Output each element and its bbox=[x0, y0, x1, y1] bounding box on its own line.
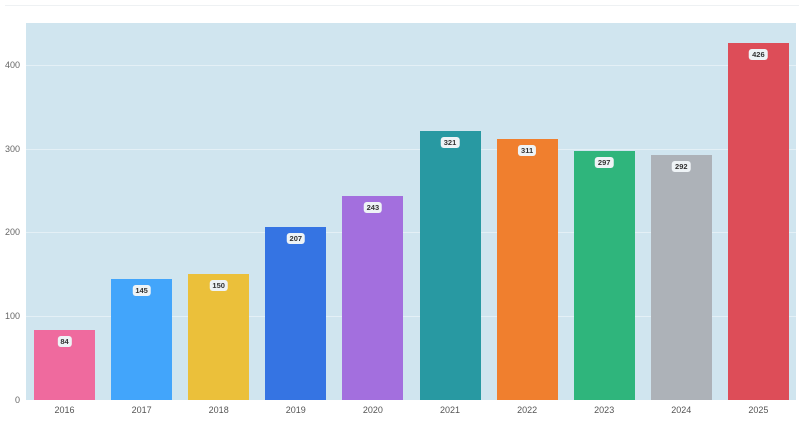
y-tick-label: 0 bbox=[14, 395, 20, 405]
gridline bbox=[26, 64, 796, 66]
bar-2017[interactable]: 145 bbox=[111, 278, 173, 400]
bar-2021[interactable]: 321 bbox=[419, 131, 481, 400]
bar-2020[interactable]: 243 bbox=[342, 196, 404, 400]
gridline bbox=[26, 316, 796, 318]
y-tick-label: 400 bbox=[4, 59, 20, 70]
bar-2019[interactable]: 207 bbox=[265, 226, 327, 400]
data-label: 84 bbox=[57, 335, 72, 347]
data-label: 426 bbox=[749, 49, 768, 61]
plot-area: 84 145 150 207 243 321 311 297 292 426 bbox=[26, 23, 796, 400]
bar-2024[interactable]: 292 bbox=[650, 155, 712, 400]
x-tick-label: 2019 bbox=[285, 405, 306, 415]
x-tick-label: 2017 bbox=[131, 405, 152, 415]
data-label: 150 bbox=[209, 280, 228, 292]
bar-2022[interactable]: 311 bbox=[496, 139, 558, 400]
x-tick-label: 2020 bbox=[362, 405, 383, 415]
y-tick-label: 300 bbox=[4, 143, 20, 154]
data-label: 207 bbox=[286, 232, 306, 244]
x-tick-label: 2016 bbox=[54, 405, 75, 415]
data-label: 297 bbox=[594, 157, 614, 169]
data-label: 311 bbox=[518, 145, 537, 157]
y-tick-label: 100 bbox=[4, 311, 20, 322]
data-label: 292 bbox=[672, 161, 691, 173]
bar-2025[interactable]: 426 bbox=[727, 43, 789, 400]
x-tick-label: 2022 bbox=[517, 405, 538, 415]
gridline bbox=[26, 232, 796, 234]
bar-2023[interactable]: 297 bbox=[573, 151, 635, 400]
gridline bbox=[26, 148, 796, 150]
data-label: 243 bbox=[363, 202, 383, 214]
x-tick-label: 2025 bbox=[748, 405, 769, 415]
x-tick-label: 2021 bbox=[439, 405, 461, 415]
bar-2018[interactable]: 150 bbox=[188, 274, 250, 400]
x-tick-label: 2024 bbox=[671, 405, 692, 415]
data-label: 321 bbox=[440, 137, 460, 149]
x-tick-label: 2023 bbox=[594, 405, 615, 415]
bar-2016[interactable]: 84 bbox=[34, 329, 95, 400]
data-label: 145 bbox=[132, 284, 151, 296]
y-tick-label: 200 bbox=[4, 227, 20, 238]
x-tick-label: 2018 bbox=[208, 405, 229, 415]
top-divider bbox=[5, 5, 799, 6]
